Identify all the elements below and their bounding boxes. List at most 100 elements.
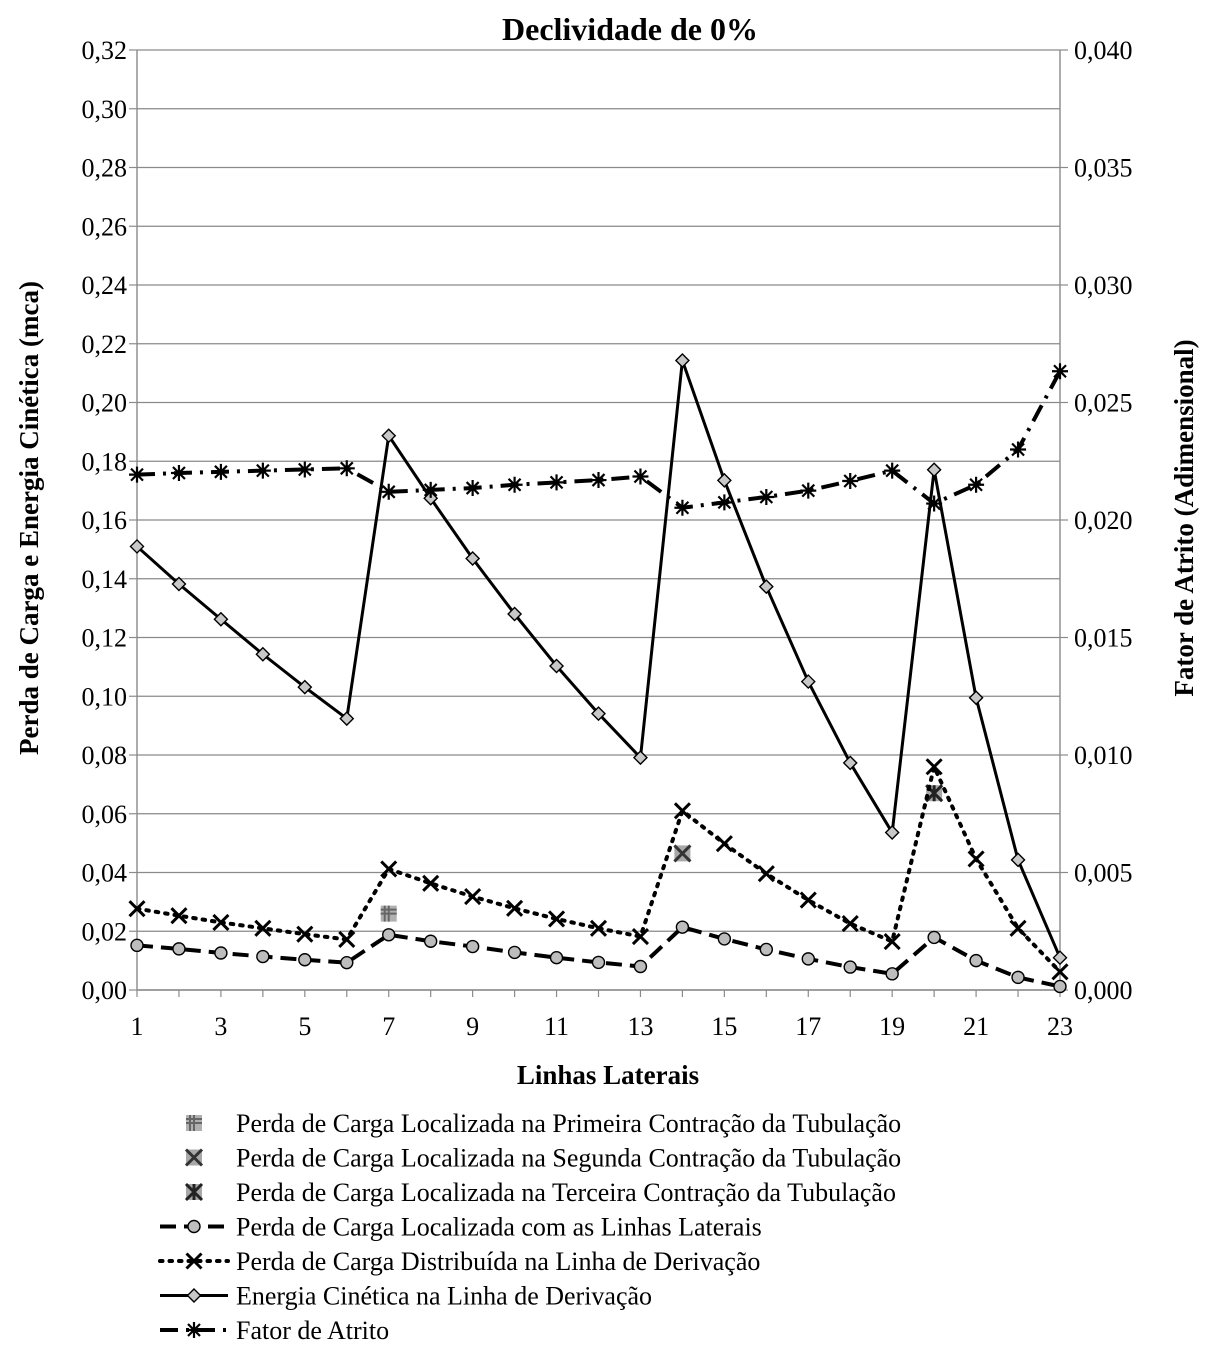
point-circle: [340, 955, 354, 970]
series-6: [129, 363, 1068, 516]
data-point: [185, 1252, 203, 1270]
point-x: [715, 835, 733, 853]
data-point: [801, 952, 815, 966]
data-point: [296, 925, 314, 943]
x-axis-title: Linhas Laterais: [517, 1060, 699, 1090]
legend-item: Perda de Carga Localizada na Primeira Co…: [186, 1109, 901, 1138]
point-circle: [214, 946, 228, 960]
grid: [137, 49, 1060, 991]
data-point: [380, 483, 397, 500]
point-asterisk: [548, 474, 565, 491]
data-point: [673, 802, 691, 820]
point-diamond: [842, 755, 858, 771]
point-x: [170, 907, 188, 925]
y-tick-label: 0,06: [82, 800, 128, 829]
y-tick-label: 0,28: [82, 154, 128, 183]
data-point: [184, 1182, 204, 1202]
data-point: [1010, 852, 1026, 868]
data-point: [340, 955, 354, 970]
legend-label: Perda de Carga Localizada na Primeira Co…: [236, 1109, 901, 1138]
point-diamond: [632, 750, 648, 766]
data-point: [716, 472, 732, 488]
point-x: [673, 802, 691, 820]
data-point: [799, 891, 817, 909]
legend-label: Perda de Carga Localizada na Terceira Co…: [236, 1178, 896, 1207]
data-point: [715, 835, 733, 853]
point-diamond: [507, 606, 523, 622]
point-circle: [843, 960, 857, 974]
y2-tick-label: 0,005: [1074, 859, 1133, 888]
data-point: [549, 658, 565, 674]
data-point: [254, 919, 272, 937]
data-point: [171, 576, 187, 592]
x-tick-label: 11: [544, 1012, 569, 1041]
x-tick-label: 19: [879, 1012, 905, 1041]
data-point: [1053, 979, 1067, 994]
point-asterisk: [674, 499, 691, 516]
data-point: [547, 910, 566, 928]
y-tick-label: 0,08: [82, 741, 128, 770]
data-point: [170, 465, 187, 481]
y-tick-label: 0,20: [82, 389, 128, 418]
point-asterisk: [884, 462, 901, 479]
point-asterisk: [170, 465, 187, 481]
data-point: [1051, 963, 1069, 981]
point-circle: [187, 1219, 201, 1234]
data-point: [1011, 970, 1025, 985]
data-point: [631, 927, 650, 946]
data-point: [507, 945, 522, 960]
point-x: [1051, 963, 1069, 981]
point-circle: [717, 932, 732, 946]
data-point: [590, 472, 607, 489]
data-point: [589, 919, 608, 937]
point-x: [185, 1252, 203, 1270]
point-x: [673, 844, 692, 863]
series-layer: [128, 353, 1069, 994]
point-x: [338, 930, 356, 949]
point-asterisk: [1010, 441, 1027, 458]
data-point: [381, 428, 397, 444]
data-point: [548, 474, 565, 491]
data-point: [422, 481, 439, 498]
data-point: [758, 488, 775, 505]
point-x: [547, 910, 566, 928]
point-diamond: [186, 1288, 202, 1303]
data-point: [884, 462, 901, 479]
y-tick-label: 0,26: [82, 212, 128, 241]
point-diamond: [129, 538, 145, 554]
data-point: [170, 907, 188, 925]
point-circle: [927, 930, 941, 945]
data-point: [172, 942, 186, 956]
y2-tick-label: 0,020: [1074, 506, 1133, 535]
point-circle: [507, 945, 522, 960]
point-circle: [885, 967, 899, 981]
legend-label: Perda de Carga Distribuída na Linha de D…: [236, 1247, 760, 1276]
point-diamond: [1010, 852, 1026, 868]
x-tick-label: 7: [382, 1012, 395, 1041]
data-point: [674, 353, 690, 368]
point-circle: [591, 955, 606, 970]
point-circle: [465, 939, 480, 954]
data-point: [254, 462, 271, 479]
series-4: [128, 758, 1069, 981]
data-point: [506, 899, 524, 917]
data-point: [926, 495, 943, 512]
data-point: [591, 706, 606, 722]
y-axis-title: Perda de Carga e Energia Cinética (mca): [14, 281, 44, 755]
point-x: [925, 758, 943, 776]
data-point: [464, 480, 481, 497]
y2-tick-label: 0,015: [1074, 624, 1133, 653]
y-tick-label: 0,22: [82, 330, 128, 359]
data-point: [298, 953, 312, 967]
point-circle: [675, 920, 690, 934]
data-point: [1009, 919, 1027, 937]
data-point: [885, 967, 899, 981]
y-tick-label: 0,24: [82, 271, 128, 300]
point-circle: [130, 938, 144, 953]
data-point: [632, 468, 649, 485]
point-diamond: [1052, 950, 1068, 966]
data-point: [717, 932, 732, 946]
data-point: [1052, 950, 1068, 966]
point-x: [967, 850, 985, 868]
y-tick-label: 0,00: [82, 976, 128, 1005]
